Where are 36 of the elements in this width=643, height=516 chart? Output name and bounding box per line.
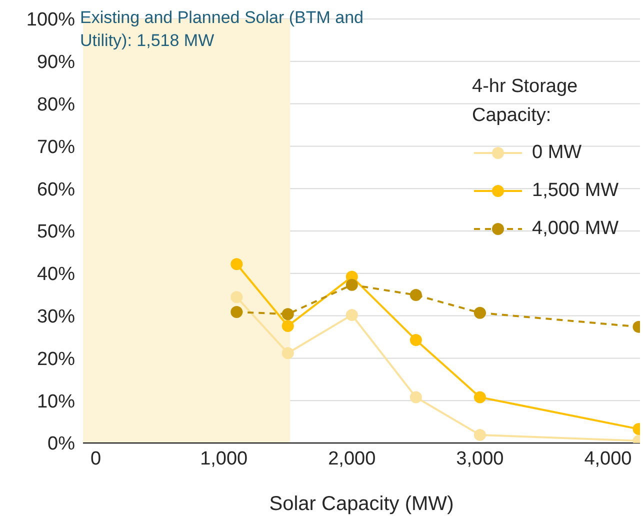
point	[474, 391, 486, 404]
point	[282, 308, 294, 320]
legend-title: 4-hr Storage Capacity:	[472, 75, 579, 128]
y-tick-label: 80%	[36, 94, 76, 116]
y-tick-label: 20%	[36, 348, 76, 370]
point	[474, 428, 486, 441]
point	[282, 347, 294, 360]
y-tick-label: 10%	[36, 391, 76, 412]
point	[346, 308, 358, 321]
point	[346, 278, 358, 291]
y-tick-label: 60%	[36, 179, 76, 200]
point	[474, 306, 486, 319]
y-tick-label: 100%	[26, 10, 76, 31]
y-tick-label: 30%	[36, 306, 76, 328]
legend-label: 0 MW	[532, 142, 582, 164]
x-tick-label: 3,000	[456, 448, 504, 470]
point	[410, 289, 422, 302]
x-axis-title: Solar Capacity (MW)	[269, 493, 454, 515]
point	[282, 320, 294, 332]
x-tick-label: 1,000	[200, 448, 248, 470]
point	[410, 391, 422, 404]
x-tick-label: 2,000	[328, 448, 376, 470]
x-tick-label: 4,000	[584, 448, 632, 470]
point	[230, 291, 243, 304]
y-tick-label: 50%	[36, 222, 76, 243]
legend-label: 1,500 MW	[532, 180, 619, 202]
y-tick-label: 70%	[36, 136, 76, 158]
y-tick-label: 0%	[48, 434, 76, 455]
x-tick-label: 0	[90, 448, 102, 470]
y-tick-label: 40%	[36, 264, 76, 286]
point	[230, 306, 243, 318]
point	[410, 334, 422, 346]
point	[230, 258, 243, 270]
band-label: Existing and Planned Solar (BTM and Utility): 1,518 MW	[80, 7, 364, 52]
legend-label: 4,000 MW	[532, 218, 619, 240]
y-tick-label: 90%	[36, 52, 76, 74]
